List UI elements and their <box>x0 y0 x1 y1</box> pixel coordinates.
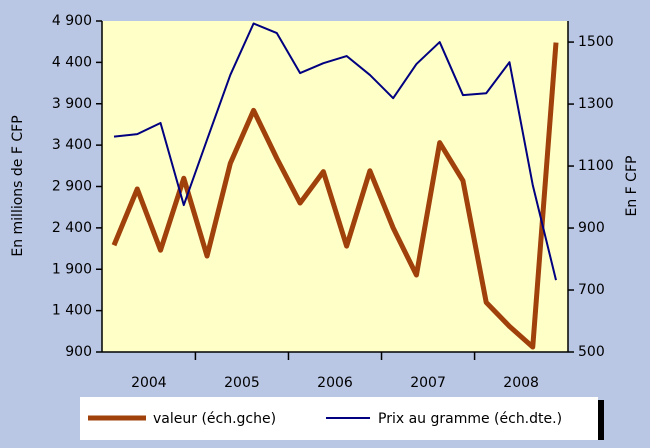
y2-tick-label: 900 <box>578 220 605 236</box>
y2-tick-label: 1100 <box>578 158 614 174</box>
y2-tick-label: 1300 <box>578 96 614 112</box>
y-axis-label: En millions de F CFP <box>10 115 26 256</box>
y-tick-label: 2 900 <box>52 179 92 195</box>
y2-tick-label: 700 <box>578 282 605 298</box>
y-tick-label: 1 400 <box>52 303 92 319</box>
y-tick-label: 1 900 <box>52 261 92 277</box>
legend-label: Prix au gramme (éch.dte.) <box>378 411 562 427</box>
y-tick-label: 3 400 <box>52 137 92 153</box>
y-tick-label: 4 400 <box>52 54 92 70</box>
x-group-label: 2005 <box>224 375 260 391</box>
series-line <box>113 22 557 281</box>
y-tick-label: 3 900 <box>52 96 92 112</box>
x-group-label: 2006 <box>317 375 353 391</box>
y-tick-label: 900 <box>65 344 92 360</box>
x-group-label: 2008 <box>503 375 539 391</box>
x-group-label: 2007 <box>410 375 446 391</box>
x-group-label: 2004 <box>131 375 167 391</box>
y-tick-label: 4 900 <box>52 13 92 29</box>
legend-label: valeur (éch.gche) <box>153 411 276 427</box>
plot-area <box>102 21 568 352</box>
y2-tick-label: 1500 <box>578 34 614 50</box>
y2-tick-label: 500 <box>578 344 605 360</box>
series-line <box>111 42 559 350</box>
legend-edge <box>598 400 604 440</box>
y2-axis-label: En F CFP <box>624 156 640 217</box>
y-tick-label: 2 400 <box>52 220 92 236</box>
